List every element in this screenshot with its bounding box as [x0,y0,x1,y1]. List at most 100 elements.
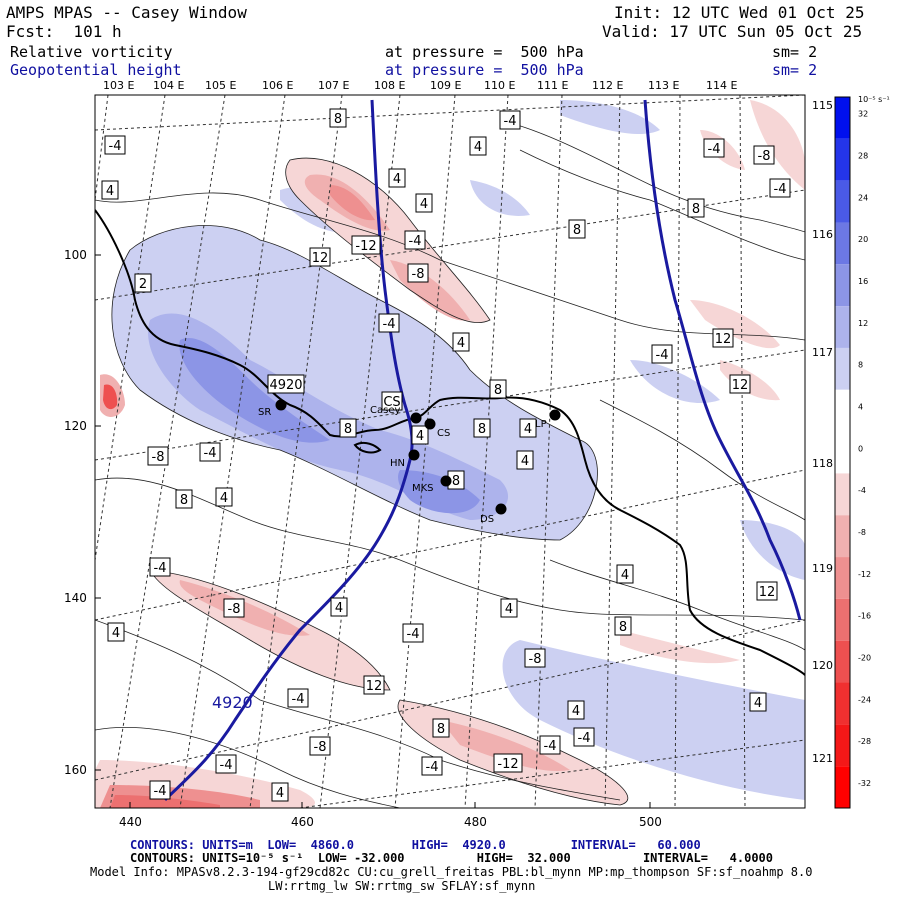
svg-text:4: 4 [112,626,120,641]
svg-text:8: 8 [494,383,502,398]
vort-label: -12 [351,235,381,255]
colorbar-segment [835,598,850,641]
svg-text:-4: -4 [409,234,422,249]
lon-label: 112 E [592,79,623,92]
footer-model-info-2: LW:rrtmg_lw SW:rrtmg_sw SFLAY:sf_mynn [268,879,536,893]
vort-label: -4 [199,442,221,462]
vort-label: 8 [175,489,193,509]
svg-text:4: 4 [276,786,284,801]
svg-text:-4: -4 [109,139,122,154]
svg-text:12: 12 [366,679,383,694]
colorbar-segment [835,264,850,307]
vort-label: -8 [147,446,169,466]
svg-text:4: 4 [754,696,762,711]
colorbar-segment [835,682,850,725]
svg-text:8: 8 [478,422,486,437]
svg-text:4: 4 [572,704,580,719]
lon-label: 106 E [262,79,293,92]
colorbar-unit: 10⁻⁵ s⁻¹ [858,95,890,104]
station-mks: MKS [412,475,452,494]
station-label: CS [437,428,450,439]
station-hn: HN [390,449,420,469]
svg-text:4: 4 [393,172,401,187]
svg-text:4: 4 [521,454,529,469]
colorbar-segment [835,473,850,516]
colorbar-segment [835,306,850,348]
svg-text:-4: -4 [383,317,396,332]
colorbar-segment [835,557,850,599]
field1-level: at pressure = 500 hPa [385,43,584,61]
colorbar-tick: 32 [858,110,868,119]
vort-label: 4 [330,597,348,617]
colorbar-tick: -8 [858,528,866,537]
svg-text:4: 4 [621,568,629,583]
lon-label: 111 E [537,79,568,92]
forecast-hour: Fcst: 101 h [6,22,122,41]
vort-label: -4 [421,756,443,776]
vort-label: -4 [769,178,791,198]
svg-text:-8: -8 [412,267,425,282]
vort-label: -8 [223,598,245,618]
y-tick-label: 160 [64,763,87,777]
vort-label: 8 [568,219,586,239]
lon-label: 114 E [706,79,737,92]
x-tick-label: 440 [119,815,142,829]
colorbar-tick: 20 [858,235,868,244]
svg-text:4920: 4920 [269,378,302,393]
svg-text:-8: -8 [758,149,771,164]
x-tick-label: 500 [639,815,662,829]
svg-text:8: 8 [619,620,627,635]
vort-label: 8 [614,616,632,636]
station-label: SR [258,407,271,418]
svg-text:12: 12 [759,585,776,600]
station-label: Casey [370,405,400,416]
lon-label: 113 E [648,79,679,92]
svg-text:12: 12 [715,332,732,347]
colorbar-tick: 16 [858,277,868,286]
vort-label: 4 [616,564,634,584]
vort-label: 8 [473,418,491,438]
vort-label: 8 [489,379,507,399]
colorbar-segment [835,389,850,432]
footer-contours-height: CONTOURS: UNITS=m LOW= 4860.0 HIGH= 4920… [130,838,701,852]
svg-text:8: 8 [437,722,445,737]
svg-text:-12: -12 [497,757,518,772]
vort-label: 4 [415,193,433,213]
station-label: MKS [412,483,434,494]
stations: SR Casey CS HN MKS DS LP [258,399,561,525]
vort-label: 12 [729,374,751,394]
field1-name: Relative vorticity [10,43,173,61]
lon-label: 107 E [318,79,349,92]
colorbar: 32 28 24 20 16 12 8 4 0 -4 -8 -12 -16 -20 -24 -28 -32 [834,96,871,809]
lon-label: 110 E [484,79,515,92]
colorbar-segment [835,347,850,390]
vort-label: -12 [493,753,523,773]
lon-label: 104 E [153,79,184,92]
footer-model-info: Model Info: MPASv8.2.3-194-gf29cd82c CU:… [90,865,813,879]
svg-text:4: 4 [420,197,428,212]
vort-label: -4 [215,754,237,774]
station-label: HN [390,458,405,469]
footer-contours-vorticity: CONTOURS: UNITS=10⁻⁵ s⁻¹ LOW= -32.000 HI… [130,851,773,865]
vorticity-contour-labels: -4 8 -4 4 -4 -8 -4 4 4 4 8 8 -12 -4 -8 2 12 -4 4 -4 12 12 4920… [101,108,791,802]
colorbar-tick: 28 [858,152,868,161]
colorbar-tick: -28 [858,737,871,746]
svg-text:8: 8 [334,112,342,127]
vort-label: 12 [363,675,385,695]
svg-text:-8: -8 [314,740,327,755]
svg-text:-4: -4 [292,692,305,707]
lon-label: 109 E [430,79,461,92]
vort-label: 4 [469,136,487,156]
svg-text:4: 4 [524,422,532,437]
svg-text:-12: -12 [355,239,376,254]
x-tick-label: 480 [464,815,487,829]
svg-text:8: 8 [573,223,581,238]
vort-label: 4 [567,700,585,720]
station-label: DS [480,514,494,525]
svg-text:4: 4 [457,336,465,351]
svg-text:4: 4 [220,491,228,506]
vort-label: -4 [378,313,400,333]
svg-text:4: 4 [505,602,513,617]
init-time: Init: 12 UTC Wed 01 Oct 25 [614,3,865,22]
